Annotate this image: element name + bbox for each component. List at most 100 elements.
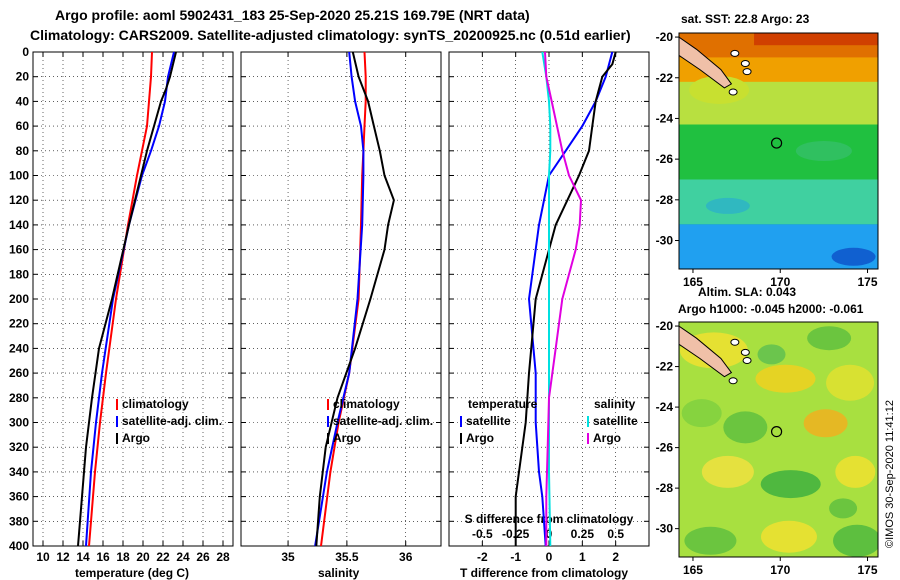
- x-tick-label: 24: [176, 550, 190, 564]
- island: [730, 49, 740, 57]
- series-line-t-argo: [514, 51, 617, 546]
- map-y-tick-label: -24: [656, 111, 674, 125]
- map-y-tick-label: -22: [656, 71, 674, 85]
- credit-text: ©IMOS 30-Sep-2020 11:41:12: [884, 400, 896, 548]
- x2-tick-label: -0.5: [472, 527, 493, 541]
- temperature-panel: 10 12 14 16 18 20 22 24 26 2802040608010012014016…: [9, 45, 234, 564]
- y-tick-label: 180: [9, 267, 29, 281]
- map-x-tick-label: 165: [683, 563, 703, 577]
- y-tick-label: 40: [16, 94, 30, 108]
- temperature-xlabel: temperature (deg C): [75, 566, 189, 580]
- x-tick-label: 18: [116, 550, 130, 564]
- island: [742, 356, 752, 364]
- sla-patch: [684, 526, 737, 555]
- difference-panel: -2 -1 0 1 2-0.5 -0.25 0 0.25 0.5S difference fro…: [448, 51, 650, 564]
- new-caledonia-land: [679, 325, 733, 378]
- x-tick-label: 14: [76, 550, 90, 564]
- map-y-tick-label: -30: [656, 234, 674, 248]
- series-line-climatology: [88, 51, 153, 547]
- legend-label: satellite: [593, 414, 638, 428]
- series-line-argo: [315, 51, 395, 547]
- y-tick-label: 20: [16, 70, 30, 84]
- y-tick-label: 140: [9, 218, 29, 232]
- sla-patch: [829, 498, 858, 519]
- y-tick-label: 200: [9, 292, 29, 306]
- x-tick-label: 12: [56, 550, 70, 564]
- sla-patch: [681, 399, 722, 428]
- map-y-tick-label: -20: [656, 30, 674, 44]
- x-tick-label: 2: [612, 550, 619, 564]
- series-line-argo: [77, 51, 177, 547]
- difference-xlabel: T difference from climatology: [460, 566, 628, 580]
- sla-patch: [826, 364, 875, 401]
- map-y-tick-label: -24: [656, 400, 674, 414]
- x-tick-label: 0: [546, 550, 553, 564]
- map-x-tick-label: 165: [683, 275, 703, 289]
- salinity-panel: 35 35.5 36 climatology satellite-adj. clim. A…: [240, 51, 442, 564]
- argo-position-marker: [770, 425, 783, 438]
- sst-patch: [689, 75, 750, 104]
- x-tick-label: 16: [96, 550, 110, 564]
- island: [728, 88, 738, 96]
- sla-patch: [835, 455, 876, 488]
- y-tick-label: 120: [9, 193, 29, 207]
- legend-label: Argo: [122, 431, 150, 445]
- sst-hot-corner: [754, 33, 878, 46]
- map-field: [679, 33, 878, 269]
- map-x-tick-label: 175: [858, 563, 878, 577]
- x-tick-label: 1: [579, 550, 586, 564]
- sla-patch: [757, 344, 786, 365]
- sla-patch: [833, 524, 878, 557]
- y-tick-label: 340: [9, 465, 29, 479]
- island: [730, 338, 740, 346]
- map-y-tick-label: -28: [656, 193, 674, 207]
- x-tick-label: 22: [156, 550, 170, 564]
- sla-patch: [803, 409, 848, 438]
- sla-patch: [755, 364, 816, 393]
- map-y-tick-label: -20: [656, 319, 674, 333]
- y-tick-label: 260: [9, 366, 29, 380]
- sst-patch: [795, 141, 852, 161]
- new-caledonia-land: [679, 36, 733, 89]
- x-tick-label: 35.5: [335, 550, 359, 564]
- y-tick-label: 0: [22, 45, 29, 59]
- y-tick-label: 100: [9, 169, 29, 183]
- island: [728, 377, 738, 385]
- y-tick-label: 220: [9, 317, 29, 331]
- x-tick-label: 10: [36, 550, 50, 564]
- sla-map: -20 -22 -24 -26 -28 -30 165 170 175: [656, 319, 879, 577]
- map-frame: [678, 321, 879, 558]
- map-y-tick-label: -30: [656, 522, 674, 536]
- sla-patch: [807, 326, 852, 351]
- map-y-tick-label: -22: [656, 360, 674, 374]
- x2-tick-label: 0.25: [571, 527, 595, 541]
- series-line-satellite-adj-clim-: [314, 51, 365, 547]
- title-line-2: Climatology: CARS2009. Satellite-adjuste…: [30, 27, 631, 43]
- map-x-tick-label: 170: [770, 275, 790, 289]
- legend-label: satellite: [466, 414, 511, 428]
- y-tick-label: 60: [16, 119, 30, 133]
- sla-map-subtitle: Argo h1000: -0.045 h2000: -0.061: [678, 302, 864, 316]
- y-tick-label: 280: [9, 391, 29, 405]
- sst-map-title: sat. SST: 22.8 Argo: 23: [681, 12, 810, 26]
- legend-label: satellite-adj. clim.: [333, 414, 433, 428]
- sla-map-title: Altim. SLA: 0.043: [698, 285, 796, 299]
- sla-patch: [723, 411, 768, 444]
- legend-label: Argo: [466, 431, 494, 445]
- y-tick-label: 240: [9, 341, 29, 355]
- x-tick-label: -1: [510, 550, 521, 564]
- legend-label: climatology: [122, 397, 189, 411]
- sst-band: [679, 179, 878, 225]
- series-line-s-argo: [544, 51, 582, 546]
- y-tick-label: 360: [9, 490, 29, 504]
- x-tick-label: 35: [281, 550, 295, 564]
- legend-title-salinity: salinity: [594, 397, 636, 411]
- map-x-tick-label: 170: [770, 563, 790, 577]
- x2-tick-label: 0.5: [607, 527, 624, 541]
- sst-patch: [831, 247, 876, 266]
- y-tick-label: 160: [9, 243, 29, 257]
- title-line-1: Argo profile: aoml 5902431_183 25-Sep-20…: [55, 7, 530, 23]
- sst-patch: [705, 197, 750, 214]
- y-tick-label: 400: [9, 539, 29, 553]
